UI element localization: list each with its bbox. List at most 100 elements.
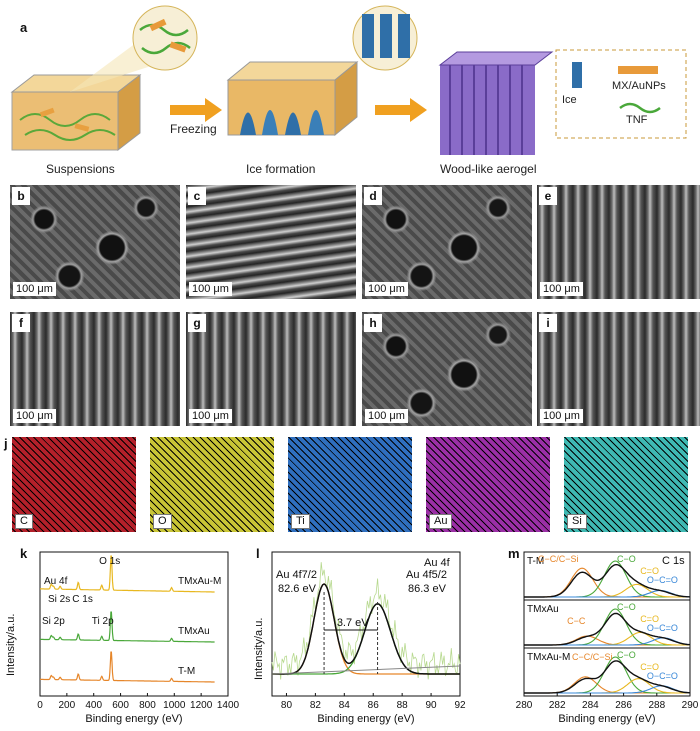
panel-m-component-label: C−C bbox=[567, 616, 586, 626]
panel-l-tick-label: 82 bbox=[310, 700, 322, 711]
panel-l-tick-label: 92 bbox=[454, 700, 466, 711]
panel-l-annotation: Au 4f5/2 bbox=[406, 569, 447, 581]
tnf-zoom-circle bbox=[70, 5, 198, 92]
scale-bar-label: 100 μm bbox=[13, 282, 56, 296]
panel-l-baseline bbox=[271, 665, 461, 675]
panel-k-frame bbox=[39, 551, 229, 697]
panel-k-tick-label: 1400 bbox=[217, 700, 240, 711]
panel-m-tick-label: 280 bbox=[516, 700, 533, 711]
xps-spectra: k 0 200 400 600 800 1000 1200 1400 Binding energy… bbox=[5, 546, 699, 725]
legend-box bbox=[555, 49, 687, 139]
panel-m-component-label: O−C=O bbox=[647, 623, 678, 633]
panel-k-tick-label: 400 bbox=[85, 700, 102, 711]
panel-l-ylabel: Intensity/a.u. bbox=[253, 618, 265, 680]
panel-k-peak-label: Si 2p bbox=[42, 616, 65, 627]
scale-bar-label: 100 μm bbox=[365, 282, 408, 296]
panel-k-label: k bbox=[20, 546, 28, 561]
mapping-element-label: Si bbox=[567, 514, 587, 529]
panel-m-tick-label: 284 bbox=[582, 700, 599, 711]
mapping-tile-o: O bbox=[150, 437, 274, 532]
panel-l-title: Au 4f bbox=[424, 557, 451, 569]
panel-m-tick-label: 282 bbox=[549, 700, 566, 711]
sem-panel-b: b 100 μm bbox=[10, 185, 180, 299]
panel-l-tick-label: 88 bbox=[397, 700, 409, 711]
sem-panel-tag: e bbox=[539, 187, 557, 205]
sem-panel-d: d 100 μm bbox=[362, 185, 532, 299]
step-suspensions: Suspensions bbox=[46, 162, 115, 176]
mapping-tile-c: C bbox=[12, 437, 136, 532]
panel-m-component-label: C=O bbox=[640, 614, 659, 624]
panel-m-component-label: O−C=O bbox=[647, 575, 678, 585]
sem-panel-tag: c bbox=[188, 187, 206, 205]
panel-k-series-label: TMxAu-M bbox=[178, 576, 221, 587]
panel-l-tick-label: 84 bbox=[339, 700, 351, 711]
legend-ice-label: Ice bbox=[562, 94, 577, 106]
panel-k-tick-label: 1000 bbox=[163, 700, 186, 711]
panel-l-frame bbox=[271, 551, 461, 697]
panel-k-tick-label: 800 bbox=[139, 700, 156, 711]
scale-bar-label: 100 μm bbox=[365, 409, 408, 423]
panel-l-annotation: 3.7 eV bbox=[337, 617, 369, 629]
panel-j-label: j bbox=[4, 436, 8, 451]
panel-l-label: l bbox=[256, 546, 260, 561]
panel-k-series-line bbox=[40, 555, 215, 593]
panel-m-xlabel: Binding energy (eV) bbox=[558, 713, 655, 725]
sem-panel-tag: d bbox=[364, 187, 382, 205]
panel-k-peak-label: Ti 2p bbox=[92, 616, 114, 627]
panel-l-tick-label: 86 bbox=[368, 700, 380, 711]
panel-l-tick-label: 80 bbox=[281, 700, 293, 711]
scale-bar-label: 100 μm bbox=[189, 409, 232, 423]
panel-m-component-label: C−C/C−Si bbox=[538, 554, 579, 564]
mapping-element-label: Au bbox=[429, 514, 453, 529]
panel-m-component-label: C−C/C−Si bbox=[572, 652, 613, 662]
mapping-element-label: O bbox=[153, 514, 172, 529]
mapping-element-label: Ti bbox=[291, 514, 310, 529]
panel-a-schematic bbox=[10, 5, 687, 155]
scale-bar-label: 100 μm bbox=[540, 409, 583, 423]
sem-panel-c: c 100 μm bbox=[186, 185, 356, 299]
panel-m-component-label: C=O bbox=[640, 662, 659, 672]
ice-box bbox=[226, 60, 359, 137]
panel-m-envelope bbox=[524, 660, 691, 694]
panel-k-tick-label: 600 bbox=[112, 700, 129, 711]
panel-k-tick-label: 200 bbox=[59, 700, 76, 711]
mx-au-icon bbox=[618, 66, 658, 74]
panel-m-tick-label: 290 bbox=[682, 700, 699, 711]
panel-k-peak-label: Au 4f bbox=[44, 576, 68, 587]
panel-l-annotation: 86.3 eV bbox=[408, 583, 447, 595]
panel-k-series-label: T-M bbox=[178, 666, 195, 677]
scale-bar-label: 100 μm bbox=[13, 409, 56, 423]
panel-m-component-label: C−O bbox=[617, 602, 636, 612]
sem-panel-tag: i bbox=[539, 314, 557, 332]
sem-panel-g: g 100 μm bbox=[186, 312, 356, 426]
panel-k-series-label: TMxAu bbox=[178, 626, 210, 637]
scale-bar-label: 100 μm bbox=[540, 282, 583, 296]
sem-panel-tag: h bbox=[364, 314, 382, 332]
panel-k-peak-label: O 1s bbox=[99, 556, 120, 567]
panel-m-component-label: O−C=O bbox=[647, 671, 678, 681]
arrow-right-icon bbox=[375, 98, 427, 122]
step-freezing: Freezing bbox=[170, 122, 217, 136]
panel-m-subframe bbox=[523, 647, 691, 697]
mapping-tile-au: Au bbox=[426, 437, 550, 532]
panel-m-sample-name: TMxAu-M bbox=[527, 652, 570, 663]
panel-m-sample-name: T-M bbox=[527, 556, 544, 567]
sem-panel-tag: g bbox=[188, 314, 206, 332]
panel-k-tick-label: 1200 bbox=[190, 700, 213, 711]
sem-panel-tag: f bbox=[12, 314, 30, 332]
panel-m-title: C 1s bbox=[662, 555, 685, 567]
sem-panel-tag: b bbox=[12, 187, 30, 205]
panel-k-tick-label: 0 bbox=[37, 700, 43, 711]
step-aerogel: Wood-like aerogel bbox=[440, 162, 537, 176]
honeycomb-aerogel bbox=[438, 51, 554, 155]
sem-panel-i: i 100 μm bbox=[537, 312, 700, 426]
panel-l-envelope bbox=[272, 583, 460, 675]
panel-k-xlabel: Binding energy (eV) bbox=[85, 713, 182, 725]
panel-m-sample-name: TMxAu bbox=[527, 604, 559, 615]
panel-k-peak-label: Si 2s bbox=[48, 594, 70, 605]
panel-l-annotation: Au 4f7/2 bbox=[276, 569, 317, 581]
panel-l-annotation: 82.6 eV bbox=[278, 583, 317, 595]
scale-bar-label: 100 μm bbox=[189, 282, 232, 296]
panel-m-envelope bbox=[524, 612, 691, 646]
tnf-icon bbox=[619, 102, 661, 114]
